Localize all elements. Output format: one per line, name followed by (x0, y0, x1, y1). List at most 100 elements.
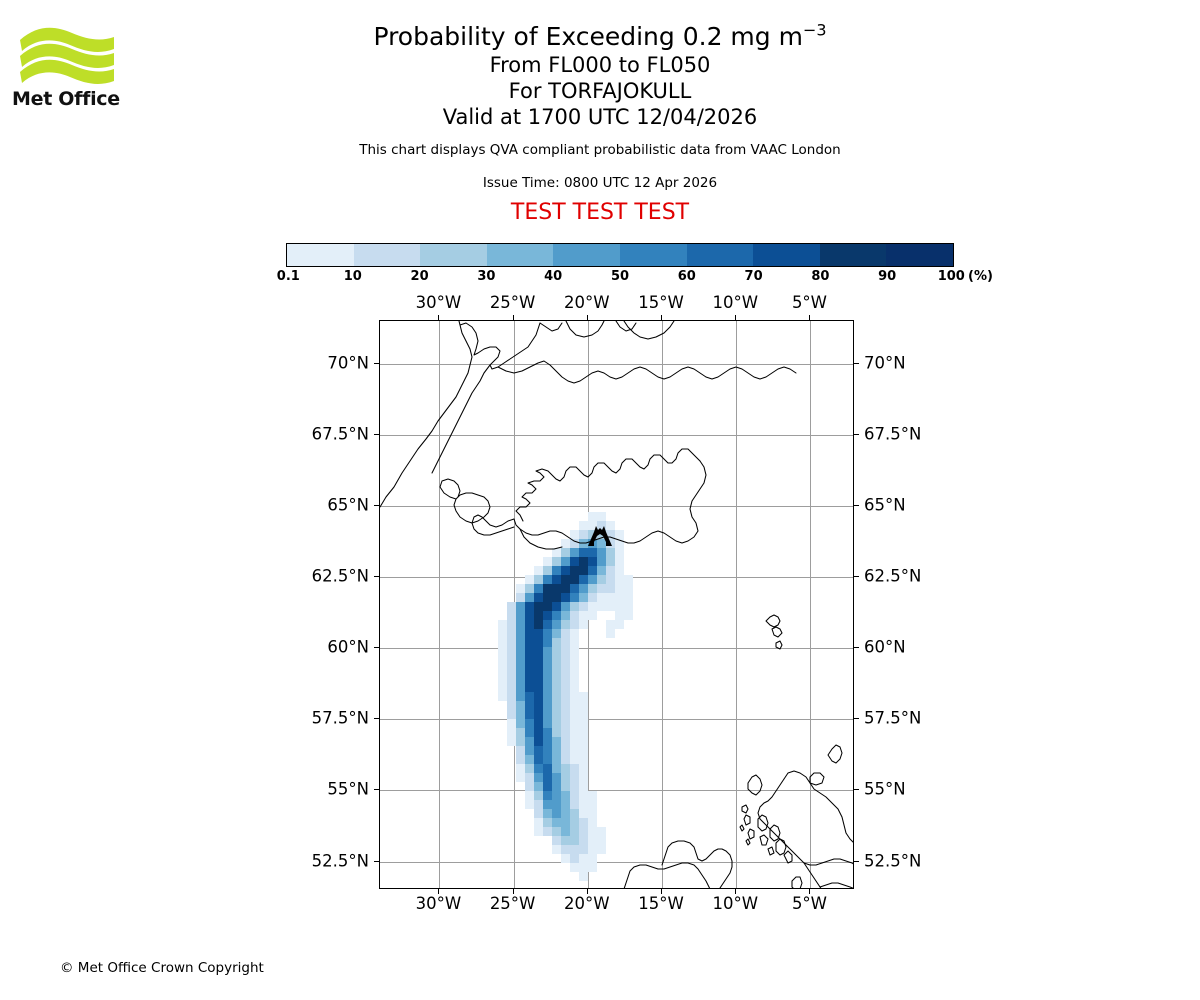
probability-cell (516, 593, 525, 602)
probability-cell (534, 755, 543, 764)
probability-cell (579, 863, 588, 872)
lat-tick-mark (854, 860, 859, 862)
gridline-lon-15°W (662, 321, 663, 888)
probability-cell (552, 566, 561, 575)
probability-cell (579, 836, 588, 845)
probability-cell (525, 764, 534, 773)
probability-cell (516, 755, 525, 764)
colorbar-tick-50: 50 (610, 269, 630, 284)
probability-cell (579, 557, 588, 566)
probability-cell (561, 602, 570, 611)
probability-cell (516, 701, 525, 710)
probability-cell (579, 548, 588, 557)
probability-cell (498, 665, 507, 674)
probability-cell (579, 737, 588, 746)
probability-cell (615, 602, 624, 611)
lat-tick-mark (854, 362, 859, 364)
probability-cell (579, 593, 588, 602)
probability-cell (561, 755, 570, 764)
probability-cell (516, 746, 525, 755)
lon-tick-label-5°W: 5°W (791, 894, 827, 913)
probability-cell (507, 647, 516, 656)
probability-cell (534, 746, 543, 755)
probability-cell (525, 782, 534, 791)
probability-cell (588, 836, 597, 845)
probability-cell (543, 755, 552, 764)
probability-cell (597, 548, 606, 557)
lat-tick-label-right-57.5°N: 57.5°N (864, 708, 922, 728)
probability-cell (579, 746, 588, 755)
probability-cell (552, 674, 561, 683)
lat-tick-label-right-70°N: 70°N (864, 353, 906, 373)
probability-cell (561, 791, 570, 800)
probability-cell (606, 557, 615, 566)
probability-cell (552, 746, 561, 755)
probability-cell (570, 701, 579, 710)
probability-cell (498, 656, 507, 665)
probability-cell (552, 593, 561, 602)
probability-cell (579, 773, 588, 782)
probability-cell (543, 782, 552, 791)
probability-cell (543, 647, 552, 656)
probability-cell (570, 611, 579, 620)
lon-tick-mark (438, 315, 440, 320)
probability-cell (552, 629, 561, 638)
gridline-lat-65°N (380, 506, 853, 507)
colorbar-segment-5 (619, 244, 687, 266)
probability-cell (597, 539, 606, 548)
probability-cell (579, 809, 588, 818)
lat-tick-label-right-52.5°N: 52.5°N (864, 851, 922, 871)
probability-cell (615, 548, 624, 557)
lat-tick-mark (854, 647, 859, 649)
probability-cell (579, 764, 588, 773)
colorbar-tick-40: 40 (544, 269, 563, 284)
probability-cell (525, 710, 534, 719)
probability-cell (534, 818, 543, 827)
probability-cell (543, 575, 552, 584)
probability-cell (507, 638, 516, 647)
probability-cell (552, 665, 561, 674)
probability-cell (525, 584, 534, 593)
lon-tick-mark (735, 315, 737, 320)
probability-cell (552, 836, 561, 845)
probability-cell (543, 746, 552, 755)
probability-cell (606, 521, 615, 530)
probability-cell (498, 647, 507, 656)
volcano-marker-icon (588, 526, 613, 547)
probability-cell (561, 566, 570, 575)
probability-cell (516, 719, 525, 728)
probability-cell (579, 818, 588, 827)
probability-cell (534, 701, 543, 710)
probability-cell (543, 674, 552, 683)
probability-cell (570, 845, 579, 854)
page-title-text: Probability of Exceeding 0.2 mg m (373, 22, 803, 51)
probability-cell (570, 584, 579, 593)
probability-cell (498, 629, 507, 638)
probability-cell (570, 557, 579, 566)
probability-cell (606, 593, 615, 602)
probability-cell (579, 521, 588, 530)
probability-cell (525, 791, 534, 800)
probability-cell (516, 737, 525, 746)
colorbar-gradient (286, 243, 954, 267)
probability-cell (570, 719, 579, 728)
coastline-outlines (380, 321, 853, 888)
probability-cell (552, 701, 561, 710)
lon-tick-label-10°W: 10°W (712, 894, 759, 913)
probability-cell (588, 809, 597, 818)
probability-cell (579, 872, 588, 881)
colorbar-segment-0 (287, 244, 354, 266)
probability-cell (570, 755, 579, 764)
probability-cell (588, 800, 597, 809)
colorbar-segment-1 (353, 244, 421, 266)
probability-cell (606, 566, 615, 575)
probability-cell (525, 683, 534, 692)
probability-cell (552, 647, 561, 656)
probability-cell (534, 674, 543, 683)
probability-cell (534, 665, 543, 674)
map-plot-area[interactable] (379, 320, 854, 889)
gridline-lat-55°N (380, 790, 853, 791)
probability-cell (498, 620, 507, 629)
probability-cell (552, 782, 561, 791)
colorbar-unit-label: (%) (968, 269, 993, 284)
